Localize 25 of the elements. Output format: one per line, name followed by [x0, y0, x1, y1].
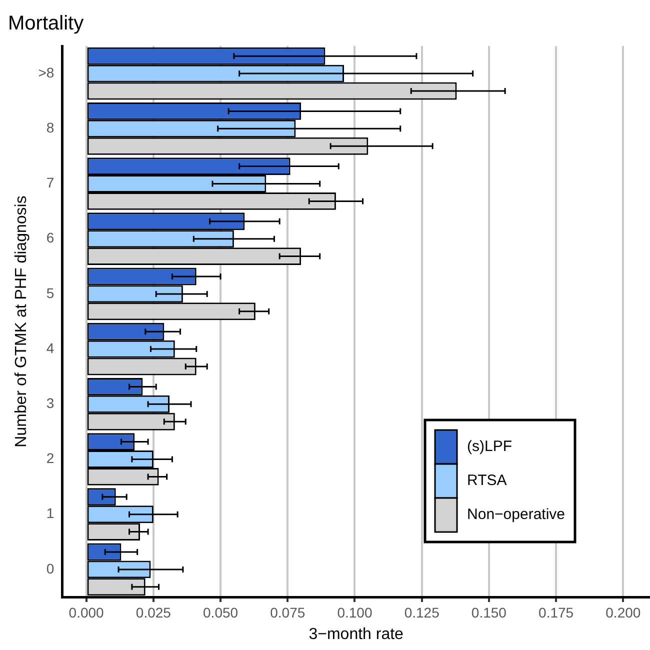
y-axis-title: Number of GTMK at PHF diagnosis [13, 196, 30, 448]
x-tick-label: 0.100 [337, 604, 372, 620]
y-tick-label: 0 [46, 560, 54, 576]
y-tick-label: 8 [46, 120, 54, 136]
x-tick-label: 0.125 [404, 604, 440, 620]
legend-label: RTSA [467, 472, 507, 490]
legend-label: (s)LPF [467, 438, 512, 456]
y-tick-label: 1 [46, 505, 54, 522]
x-tick-label: 0.150 [471, 604, 507, 620]
y-tick-label: 5 [46, 284, 54, 301]
x-tick-label: 0.050 [203, 604, 238, 620]
x-tick-label: 0.175 [538, 604, 574, 620]
legend-label: Non−operative [467, 506, 565, 524]
y-tick-label: 3 [46, 395, 54, 412]
y-tick-label: 7 [46, 174, 54, 191]
chart-title: Mortality [8, 12, 84, 35]
x-axis-title: 3−month rate [308, 626, 404, 643]
y-tick-label: 2 [46, 450, 54, 466]
y-tick-label: 6 [46, 230, 54, 246]
x-tick-label: 0.200 [606, 604, 641, 620]
x-tick-label: 0.075 [270, 604, 306, 620]
x-tick-label: 0.000 [68, 604, 104, 620]
y-tick-label: >8 [38, 64, 54, 80]
x-tick-label: 0.025 [136, 604, 172, 620]
y-tick-label: 4 [46, 340, 54, 356]
